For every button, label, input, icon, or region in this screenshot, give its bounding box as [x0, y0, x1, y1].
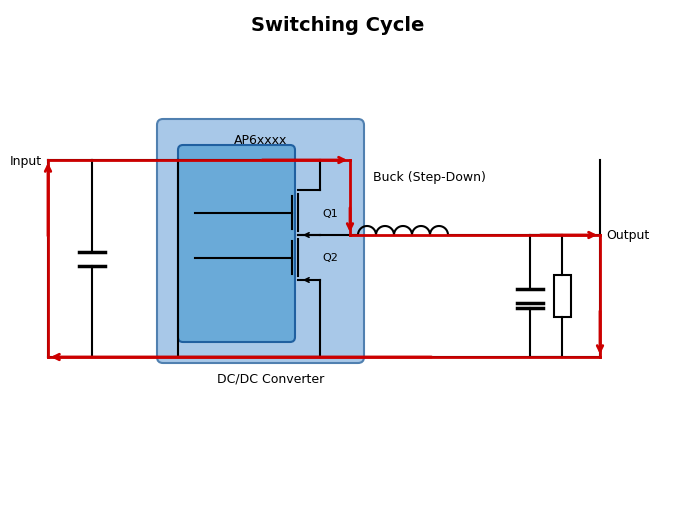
Bar: [554, 275, 570, 317]
Text: Switching Cycle: Switching Cycle: [251, 16, 425, 35]
Text: Input: Input: [10, 154, 42, 167]
Text: Buck (Step-Down): Buck (Step-Down): [373, 171, 486, 184]
Text: Q1: Q1: [322, 208, 338, 218]
FancyBboxPatch shape: [157, 120, 364, 363]
FancyBboxPatch shape: [178, 146, 295, 342]
Text: Output: Output: [606, 229, 649, 242]
Text: Q2: Q2: [322, 253, 338, 263]
Text: AP6xxxx: AP6xxxx: [234, 134, 287, 147]
Text: DC/DC Converter: DC/DC Converter: [217, 371, 324, 384]
